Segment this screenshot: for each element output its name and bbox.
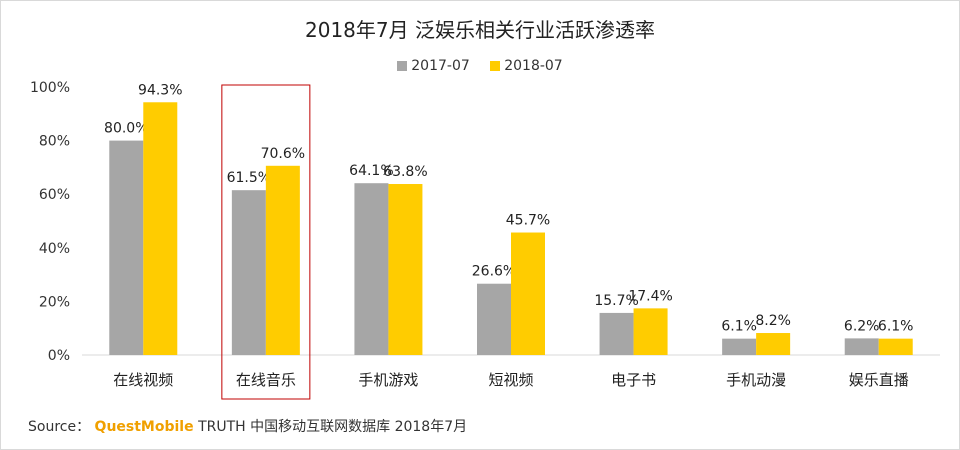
data-label: 61.5% (227, 170, 271, 186)
source-text: TRUTH 中国移动互联网数据库 2018年7月 (198, 419, 468, 435)
bar-2017-07 (844, 338, 879, 355)
bar-2018-07 (756, 333, 791, 355)
legend-label-2018: 2018-07 (504, 58, 563, 74)
x-tick-label: 在线视频 (113, 371, 173, 389)
bar-2017-07 (722, 338, 757, 355)
legend-swatch-2017 (397, 61, 408, 71)
bar-2017-07 (477, 283, 511, 355)
y-tick-label: 40% (39, 241, 70, 257)
data-label: 6.1% (721, 319, 757, 335)
bar-2018-07 (633, 308, 668, 355)
data-label: 45.7% (506, 213, 550, 229)
bar-2018-07 (143, 102, 178, 355)
bar-2017-07 (109, 140, 144, 355)
data-label: 6.1% (878, 319, 914, 335)
chart-legend: 2017-07 2018-07 (0, 58, 960, 75)
data-label: 94.3% (138, 82, 182, 98)
bar-2018-07 (878, 338, 913, 355)
y-tick-label: 60% (39, 187, 70, 203)
data-label: 17.4% (628, 288, 672, 304)
bar-2018-07 (388, 184, 423, 355)
bar-2018-07 (511, 232, 545, 355)
source-label: Source： (28, 419, 91, 435)
data-label: 63.8% (383, 164, 427, 180)
data-label: 15.7% (594, 293, 638, 309)
source-note: Source： QuestMobile TRUTH 中国移动互联网数据库 201… (28, 416, 467, 436)
legend-item-2017: 2017-07 (397, 58, 470, 74)
data-label: 8.2% (755, 313, 791, 329)
data-label: 6.2% (844, 318, 880, 334)
bar-2017-07 (354, 183, 389, 355)
highlight-box (221, 84, 311, 400)
x-tick-label: 在线音乐 (236, 371, 296, 389)
y-tick-label: 0% (48, 348, 70, 364)
data-label: 80.0% (104, 121, 148, 137)
x-tick-label: 手机游戏 (358, 371, 418, 389)
x-tick-label: 短视频 (488, 371, 533, 389)
legend-swatch-2018 (490, 61, 501, 71)
x-tick-label: 手机动漫 (726, 371, 786, 389)
y-tick-label: 80% (39, 134, 70, 150)
chart-title: 2018年7月 泛娱乐相关行业活跃渗透率 (305, 18, 655, 42)
x-tick-label: 娱乐直播 (849, 371, 909, 389)
legend-label-2017: 2017-07 (411, 58, 470, 74)
bar-2017-07 (599, 312, 634, 355)
data-label: 26.6% (472, 264, 516, 280)
data-label: 64.1% (349, 163, 393, 179)
bar-2018-07 (265, 165, 300, 355)
y-tick-label: 20% (39, 294, 70, 310)
source-brand: QuestMobile (94, 419, 194, 435)
bar-2017-07 (231, 190, 266, 355)
legend-item-2018: 2018-07 (490, 58, 563, 74)
data-label: 70.6% (261, 146, 305, 162)
y-tick-label: 100% (30, 80, 70, 96)
x-tick-label: 电子书 (611, 371, 656, 389)
